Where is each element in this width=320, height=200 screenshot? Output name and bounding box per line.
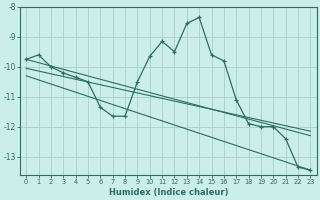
X-axis label: Humidex (Indice chaleur): Humidex (Indice chaleur) <box>108 188 228 197</box>
